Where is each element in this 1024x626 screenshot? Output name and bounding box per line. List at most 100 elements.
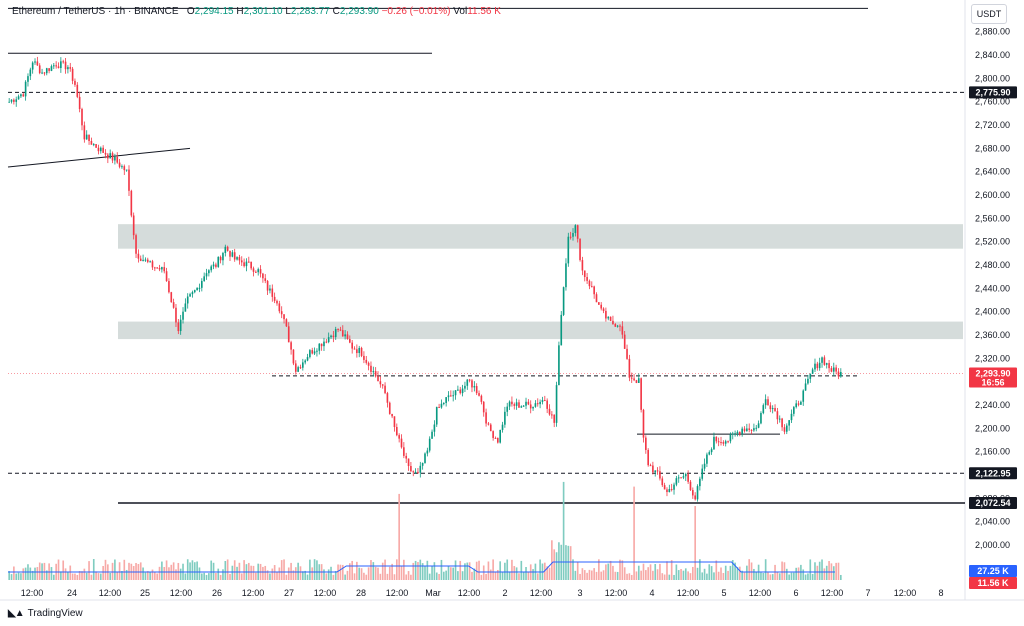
x-tick-label: 12:00	[821, 588, 844, 598]
candle-body	[729, 434, 732, 442]
price-tag-bg	[969, 577, 1017, 589]
candle-body	[386, 393, 389, 403]
candle-body	[736, 431, 739, 434]
candle-body	[135, 235, 137, 254]
candle-body	[565, 263, 567, 288]
volume-bar	[149, 572, 151, 580]
volume-bar	[471, 571, 473, 580]
volume-bar	[90, 574, 93, 580]
candle-body	[231, 252, 234, 257]
candle-body	[551, 414, 553, 416]
volume-bar	[703, 568, 706, 580]
candle-body	[687, 474, 689, 482]
volume-bar	[57, 559, 60, 580]
volume-bar	[452, 567, 455, 580]
candle-body	[83, 125, 86, 140]
volume-bar	[196, 561, 198, 580]
candle-body	[583, 270, 586, 278]
volume-bar	[583, 570, 586, 580]
x-tick-label: 12:00	[458, 588, 481, 598]
volume-bar	[304, 570, 307, 580]
y-tick-label: 2,040.00	[975, 517, 1010, 527]
volume-bar	[264, 565, 267, 580]
volume-bar	[572, 559, 574, 580]
candle-body	[816, 363, 819, 369]
candle-body	[567, 236, 570, 264]
volume-bar	[468, 562, 471, 580]
candle-body	[276, 300, 278, 304]
volume-bar	[231, 565, 234, 580]
volume-bar	[85, 572, 88, 580]
candle-body	[555, 385, 558, 423]
candle-body	[55, 65, 57, 67]
candle-body	[649, 465, 652, 467]
candle-body	[294, 363, 297, 372]
volume-bar	[111, 562, 114, 580]
volume-bar	[271, 568, 274, 580]
candle-body	[473, 386, 476, 388]
volume-bar	[694, 506, 696, 580]
price-tag-bg	[969, 467, 1017, 480]
volume-bar	[642, 563, 645, 580]
volume-bar	[13, 566, 15, 580]
volume-bar	[720, 567, 722, 580]
candle-body	[447, 395, 450, 398]
candle-body	[637, 378, 640, 383]
candle-body	[309, 350, 311, 358]
volume-bar	[433, 562, 436, 580]
candle-body	[785, 425, 788, 432]
candle-body	[600, 304, 603, 309]
candle-body	[41, 72, 43, 74]
currency-button[interactable]: USDT	[971, 4, 1007, 24]
candle-body	[114, 156, 116, 161]
candle-body	[69, 67, 72, 69]
candle-body	[609, 316, 612, 321]
volume-bar	[384, 559, 386, 580]
candle-body	[541, 400, 544, 402]
x-tick-label: 12:00	[677, 588, 700, 598]
volume-bar	[755, 571, 758, 580]
candle-body	[645, 437, 647, 450]
volume-bar	[349, 563, 351, 580]
candle-body	[727, 441, 729, 443]
candle-body	[708, 452, 711, 455]
symbol-title[interactable]: Ethereum / TetherUS · 1h · BINANCE	[12, 6, 179, 17]
candle-body	[558, 345, 560, 386]
volume-bar	[184, 573, 187, 580]
volume-bar	[816, 565, 819, 580]
candle-body	[233, 252, 236, 260]
candle-body	[62, 61, 65, 63]
volume-bar	[640, 570, 642, 580]
candle-body	[682, 476, 685, 478]
volume-bar	[435, 572, 438, 580]
tradingview-logo[interactable]: ◣▲ TradingView	[8, 608, 83, 619]
candle-body	[440, 403, 443, 408]
candle-body	[590, 286, 593, 288]
candle-body	[313, 351, 316, 354]
volume-bar	[386, 573, 389, 580]
x-tick-label: 26	[212, 588, 222, 598]
y-tick-label: 2,400.00	[975, 307, 1010, 317]
candle-body	[245, 261, 248, 267]
volume-bar	[668, 574, 671, 580]
candle-body	[388, 402, 391, 414]
candle-body	[107, 154, 109, 159]
volume-bar	[677, 570, 680, 580]
candle-body	[222, 253, 224, 261]
volume-bar	[114, 559, 116, 580]
candle-body	[118, 162, 121, 167]
candle-body	[821, 357, 823, 363]
volume-bar	[243, 560, 245, 580]
x-tick-label: 3	[577, 588, 582, 598]
candle-body	[527, 401, 530, 405]
candle-body	[793, 407, 795, 414]
volume-bar	[50, 567, 53, 580]
volume-bar	[421, 563, 424, 580]
volume-bar	[600, 571, 603, 580]
candle-body	[675, 478, 678, 485]
candle-body	[800, 401, 802, 405]
volume-bar	[748, 559, 751, 580]
candle-body	[381, 384, 384, 386]
